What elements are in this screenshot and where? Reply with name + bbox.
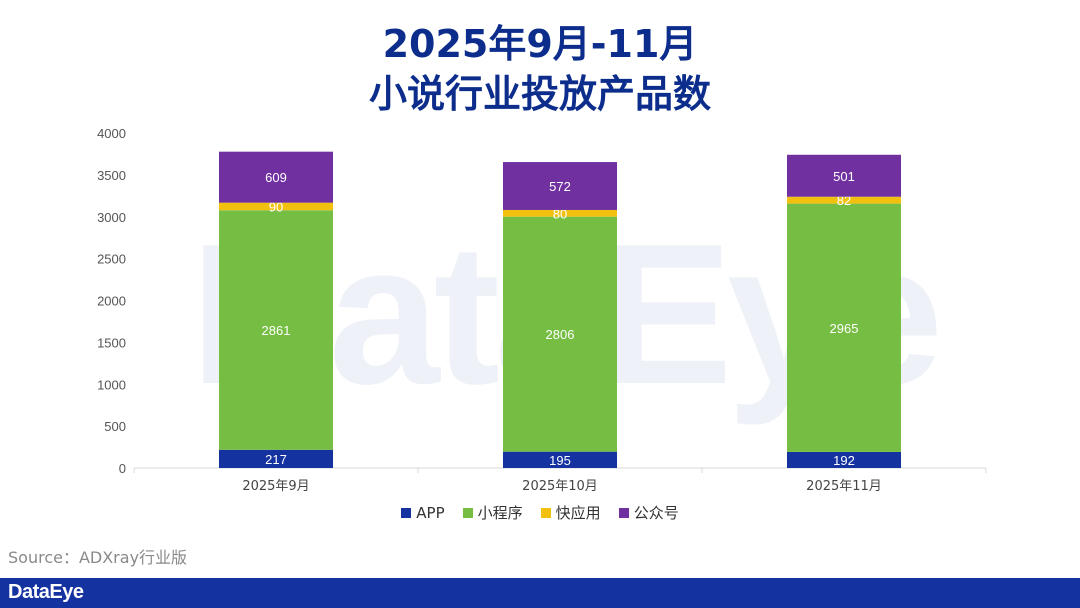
legend-label-official-account: 公众号 [633, 504, 679, 522]
legend-item-official-account: 公众号 [618, 502, 679, 523]
data-label: 90 [269, 199, 283, 214]
brand-logo: DataEye [8, 581, 84, 603]
data-label: 2861 [262, 323, 291, 338]
legend-swatch-quick-app [540, 507, 551, 518]
chart-title-line2: 小说行业投放产品数 [368, 72, 711, 116]
legend-label-mini-program: 小程序 [477, 504, 523, 522]
chart-title-line1: 2025年9月-11月 [382, 22, 698, 66]
y-tick-label: 500 [104, 419, 126, 434]
bar-segment [503, 162, 617, 210]
legend-label-app: APP [416, 503, 445, 522]
legend-item-mini-program: 小程序 [462, 502, 523, 523]
y-tick-label: 2000 [97, 294, 126, 309]
bar-segment [787, 196, 901, 204]
y-tick-label: 0 [119, 461, 126, 476]
bar-segment [219, 449, 333, 468]
y-tick-label: 3000 [97, 210, 126, 225]
bar-segment [503, 451, 617, 468]
bar-segment [219, 202, 333, 211]
legend-item-quick-app: 快应用 [540, 502, 601, 523]
legend-swatch-official-account [618, 507, 629, 518]
data-label: 2806 [546, 327, 575, 342]
y-tick-label: 1000 [97, 377, 126, 392]
y-tick-label: 1500 [97, 335, 126, 350]
legend: APP 小程序 快应用 公众号 [0, 502, 1080, 523]
legend-swatch-app [401, 507, 412, 518]
data-label: 82 [837, 193, 851, 208]
data-label: 501 [833, 169, 855, 184]
bar-segment [503, 209, 617, 217]
bar-segment [787, 451, 901, 468]
x-tick-label: 2025年10月 [522, 479, 598, 494]
data-label: 195 [549, 453, 571, 468]
footer-bar: DataEye [0, 578, 1080, 608]
bar-segment [787, 203, 901, 452]
data-label: 80 [553, 206, 567, 221]
data-label: 572 [549, 179, 571, 194]
data-label: 2965 [830, 321, 859, 336]
x-tick-label: 2025年11月 [806, 479, 882, 494]
legend-label-quick-app: 快应用 [555, 504, 601, 522]
legend-swatch-mini-program [462, 507, 473, 518]
x-tick-label: 2025年9月 [242, 479, 309, 494]
bar-segment [503, 216, 617, 452]
stacked-bar-chart: 0 500 1000 1500 2000 2500 3000 3500 4000 217 2861 9… [97, 126, 987, 494]
source-note: Source：ADXray行业版 [8, 548, 188, 567]
y-tick-label: 3500 [97, 168, 126, 183]
bar-segment [219, 210, 333, 450]
bar-segment [219, 151, 333, 203]
data-label: 192 [833, 453, 855, 468]
data-label: 609 [265, 170, 287, 185]
legend-item-app: APP [401, 502, 445, 523]
bar-segment [787, 154, 901, 197]
y-tick-label: 2500 [97, 252, 126, 267]
data-label: 217 [265, 452, 287, 467]
y-tick-label: 4000 [97, 126, 126, 141]
